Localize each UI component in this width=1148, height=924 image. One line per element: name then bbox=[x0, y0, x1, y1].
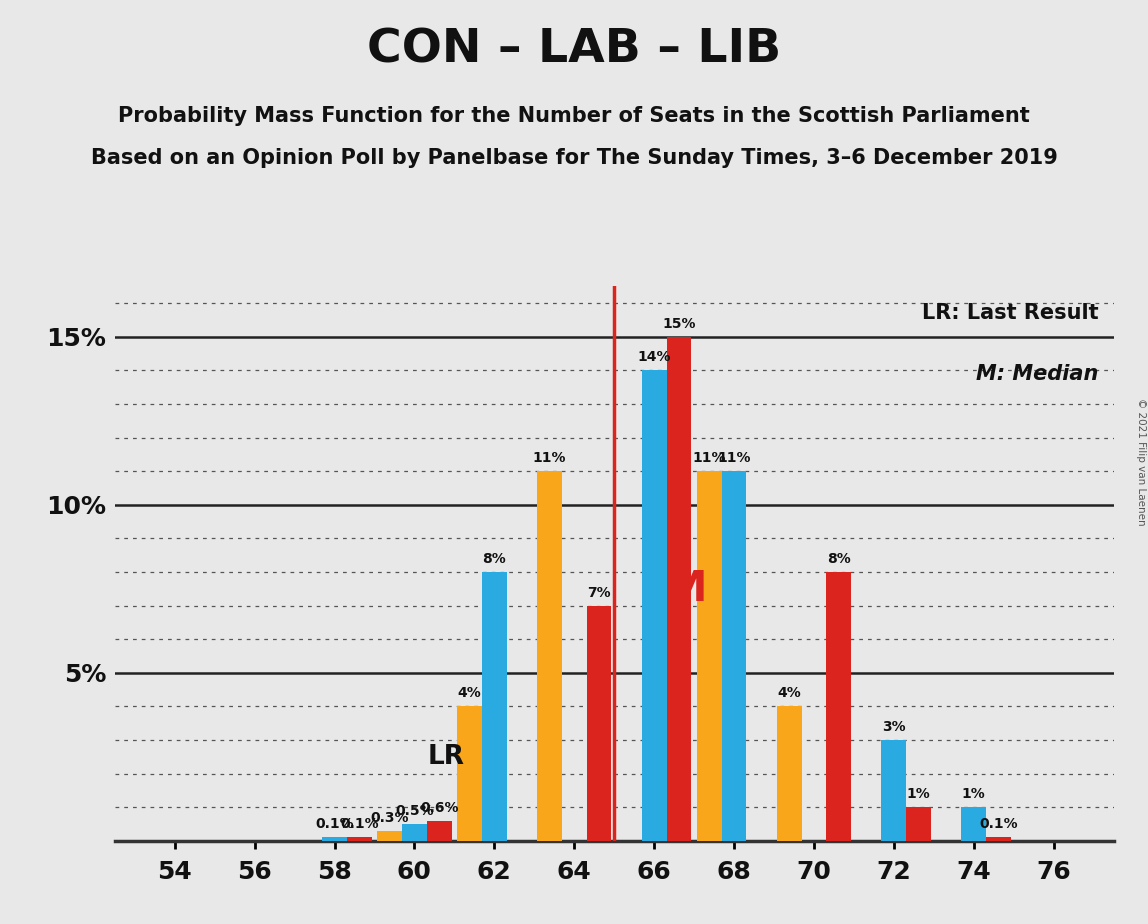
Bar bbox=[697, 471, 722, 841]
Text: 8%: 8% bbox=[482, 552, 506, 566]
Text: LR: Last Result: LR: Last Result bbox=[922, 303, 1099, 323]
Text: 14%: 14% bbox=[637, 350, 670, 364]
Bar bbox=[961, 808, 986, 841]
Bar bbox=[667, 337, 691, 841]
Text: 0.1%: 0.1% bbox=[316, 818, 354, 832]
Text: 11%: 11% bbox=[718, 451, 751, 465]
Bar bbox=[722, 471, 746, 841]
Bar bbox=[882, 740, 906, 841]
Text: © 2021 Filip van Laenen: © 2021 Filip van Laenen bbox=[1135, 398, 1146, 526]
Bar bbox=[378, 831, 402, 841]
Text: 1%: 1% bbox=[907, 787, 931, 801]
Text: 11%: 11% bbox=[692, 451, 726, 465]
Text: 4%: 4% bbox=[777, 687, 801, 700]
Text: 1%: 1% bbox=[962, 787, 986, 801]
Bar bbox=[986, 837, 1011, 841]
Bar bbox=[427, 821, 451, 841]
Bar bbox=[587, 605, 612, 841]
Text: 15%: 15% bbox=[662, 317, 696, 331]
Text: Probability Mass Function for the Number of Seats in the Scottish Parliament: Probability Mass Function for the Number… bbox=[118, 106, 1030, 127]
Bar bbox=[402, 824, 427, 841]
Text: M: Median: M: Median bbox=[976, 364, 1099, 384]
Text: 3%: 3% bbox=[882, 720, 906, 734]
Bar bbox=[323, 837, 347, 841]
Bar bbox=[642, 371, 667, 841]
Text: LR: LR bbox=[428, 744, 465, 770]
Bar bbox=[457, 707, 482, 841]
Text: CON – LAB – LIB: CON – LAB – LIB bbox=[367, 28, 781, 73]
Bar bbox=[482, 572, 506, 841]
Text: 4%: 4% bbox=[458, 687, 481, 700]
Text: 7%: 7% bbox=[587, 586, 611, 600]
Text: 0.6%: 0.6% bbox=[420, 800, 458, 815]
Text: 8%: 8% bbox=[827, 552, 851, 566]
Text: 0.1%: 0.1% bbox=[340, 818, 379, 832]
Text: 0.5%: 0.5% bbox=[395, 804, 434, 818]
Text: Based on an Opinion Poll by Panelbase for The Sunday Times, 3–6 December 2019: Based on an Opinion Poll by Panelbase fo… bbox=[91, 148, 1057, 168]
Text: M: M bbox=[666, 568, 707, 610]
Text: 0.1%: 0.1% bbox=[979, 818, 1018, 832]
Bar bbox=[777, 707, 801, 841]
Bar bbox=[347, 837, 372, 841]
Bar bbox=[906, 808, 931, 841]
Bar bbox=[827, 572, 851, 841]
Text: 11%: 11% bbox=[533, 451, 566, 465]
Text: 0.3%: 0.3% bbox=[371, 810, 409, 825]
Bar bbox=[537, 471, 561, 841]
